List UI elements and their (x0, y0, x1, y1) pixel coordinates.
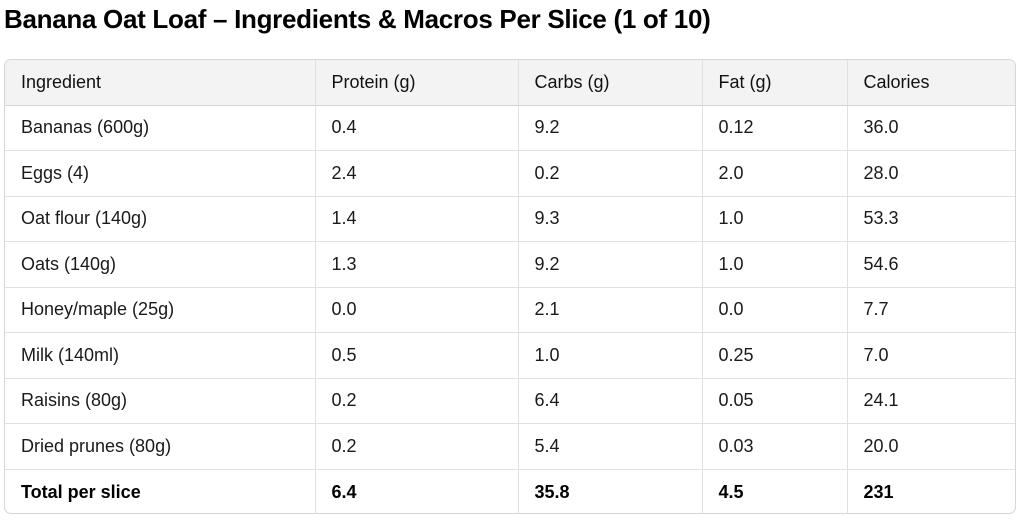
cell-ingredient: Eggs (4) (5, 150, 315, 197)
header-row: Ingredient Protein (g) Carbs (g) Fat (g)… (5, 60, 1015, 106)
cell-ingredient: Honey/maple (25g) (5, 287, 315, 333)
cell-fat: 0.03 (701, 423, 847, 470)
cell-protein: 1.3 (314, 241, 518, 288)
cell-fat: 2.0 (701, 150, 847, 197)
table-row: Milk (140ml) 0.5 1.0 0.25 7.0 (5, 332, 1015, 379)
total-row: Total per slice 6.4 35.8 4.5 231 (5, 469, 1015, 513)
table-row: Bananas (600g) 0.4 9.2 0.12 36.0 (5, 105, 1015, 151)
table-row: Dried prunes (80g) 0.2 5.4 0.03 20.0 (5, 423, 1015, 470)
cell-carbs: 9.3 (517, 196, 702, 242)
cell-ingredient: Bananas (600g) (5, 105, 315, 151)
cell-carbs: 5.4 (517, 423, 702, 470)
cell-calories: 7.0 (846, 332, 1015, 379)
cell-fat: 0.25 (701, 332, 847, 379)
total-carbs: 35.8 (517, 469, 702, 513)
cell-protein: 2.4 (314, 150, 518, 197)
cell-protein: 0.5 (314, 332, 518, 379)
total-protein: 6.4 (314, 469, 518, 513)
header-carbs: Carbs (g) (517, 60, 702, 106)
total-fat: 4.5 (701, 469, 847, 513)
table-row: Oat flour (140g) 1.4 9.3 1.0 53.3 (5, 196, 1015, 242)
cell-protein: 0.0 (314, 287, 518, 333)
header-ingredient: Ingredient (5, 60, 315, 106)
cell-ingredient: Oat flour (140g) (5, 196, 315, 242)
table-row: Raisins (80g) 0.2 6.4 0.05 24.1 (5, 378, 1015, 424)
cell-ingredient: Raisins (80g) (5, 378, 315, 424)
cell-fat: 0.0 (701, 287, 847, 333)
header-protein: Protein (g) (314, 60, 518, 106)
cell-protein: 0.2 (314, 378, 518, 424)
cell-calories: 24.1 (846, 378, 1015, 424)
cell-carbs: 1.0 (517, 332, 702, 379)
table-header: Ingredient Protein (g) Carbs (g) Fat (g)… (5, 60, 1015, 106)
cell-fat: 1.0 (701, 241, 847, 288)
cell-ingredient: Oats (140g) (5, 241, 315, 288)
table-row: Honey/maple (25g) 0.0 2.1 0.0 7.7 (5, 287, 1015, 333)
cell-calories: 36.0 (846, 105, 1015, 151)
cell-calories: 53.3 (846, 196, 1015, 242)
header-calories: Calories (846, 60, 1015, 106)
cell-protein: 0.2 (314, 423, 518, 470)
header-fat: Fat (g) (701, 60, 847, 106)
cell-fat: 1.0 (701, 196, 847, 242)
cell-ingredient: Milk (140ml) (5, 332, 315, 379)
total-label: Total per slice (21, 481, 141, 502)
cell-carbs: 6.4 (517, 378, 702, 424)
macros-table-container: Ingredient Protein (g) Carbs (g) Fat (g)… (4, 59, 1016, 514)
cell-fat: 0.12 (701, 105, 847, 151)
cell-protein: 0.4 (314, 105, 518, 151)
cell-protein: 1.4 (314, 196, 518, 242)
cell-calories: 7.7 (846, 287, 1015, 333)
cell-ingredient: Dried prunes (80g) (5, 423, 315, 470)
table-row: Oats (140g) 1.3 9.2 1.0 54.6 (5, 241, 1015, 288)
cell-carbs: 0.2 (517, 150, 702, 197)
cell-fat: 0.05 (701, 378, 847, 424)
cell-calories: 20.0 (846, 423, 1015, 470)
total-calories: 231 (846, 469, 1015, 513)
cell-carbs: 2.1 (517, 287, 702, 333)
page-title: Banana Oat Loaf – Ingredients & Macros P… (4, 4, 711, 34)
macros-table: Ingredient Protein (g) Carbs (g) Fat (g)… (5, 60, 1015, 513)
table-body: Bananas (600g) 0.4 9.2 0.12 36.0 Eggs (4… (5, 105, 1015, 513)
cell-carbs: 9.2 (517, 241, 702, 288)
table-row: Eggs (4) 2.4 0.2 2.0 28.0 (5, 150, 1015, 197)
cell-calories: 54.6 (846, 241, 1015, 288)
cell-calories: 28.0 (846, 150, 1015, 197)
cell-carbs: 9.2 (517, 105, 702, 151)
